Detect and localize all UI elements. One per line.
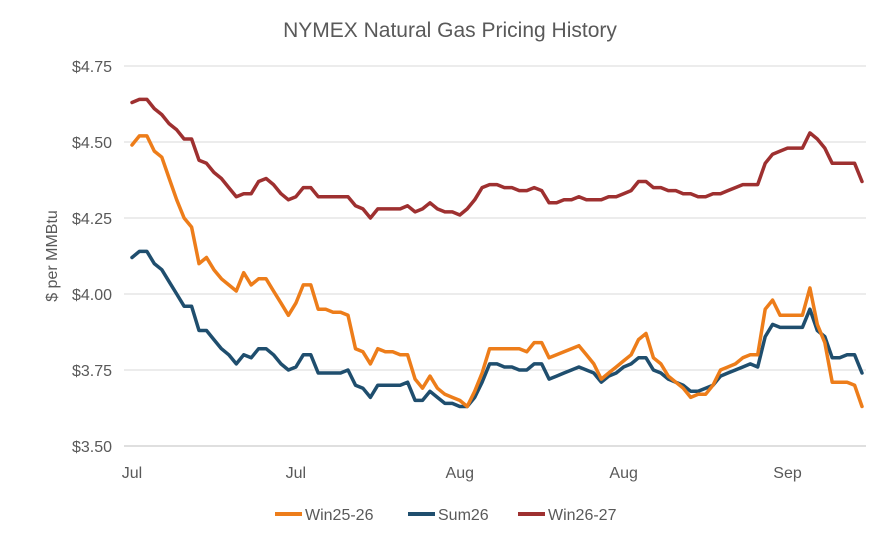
legend-label: Sum26 <box>438 507 489 524</box>
series-line-win25-26 <box>130 134 864 409</box>
x-tick-label: Sep <box>773 465 802 482</box>
y-axis-ticks: $3.50 $3.75 $4.00 $4.25 $4.50 $4.75 <box>72 59 112 456</box>
y-tick-label: $3.50 <box>72 439 112 456</box>
x-tick-label: Jul <box>122 465 142 482</box>
y-tick-label: $3.75 <box>72 363 112 380</box>
chart-title: NYMEX Natural Gas Pricing History <box>283 19 617 42</box>
y-tick-label: $4.50 <box>72 135 112 152</box>
series-line-win26-27 <box>130 97 864 220</box>
series-lines <box>130 97 864 409</box>
y-tick-label: $4.75 <box>72 59 112 76</box>
x-axis-ticks: JulJulAugAugSepSepOct <box>122 465 802 482</box>
legend: Win25-26 Sum26 Win26-27 <box>275 507 617 524</box>
series-line-sum26 <box>130 249 864 409</box>
y-axis-label: $ per MMBtu <box>44 210 61 302</box>
x-tick-label: Jul <box>286 465 306 482</box>
x-tick-label: Aug <box>609 465 637 482</box>
legend-label: Win25-26 <box>305 507 374 524</box>
gridlines <box>124 65 866 447</box>
y-tick-label: $4.25 <box>72 211 112 228</box>
x-tick-label: Aug <box>446 465 474 482</box>
legend-label: Win26-27 <box>548 507 617 524</box>
y-tick-label: $4.00 <box>72 287 112 304</box>
